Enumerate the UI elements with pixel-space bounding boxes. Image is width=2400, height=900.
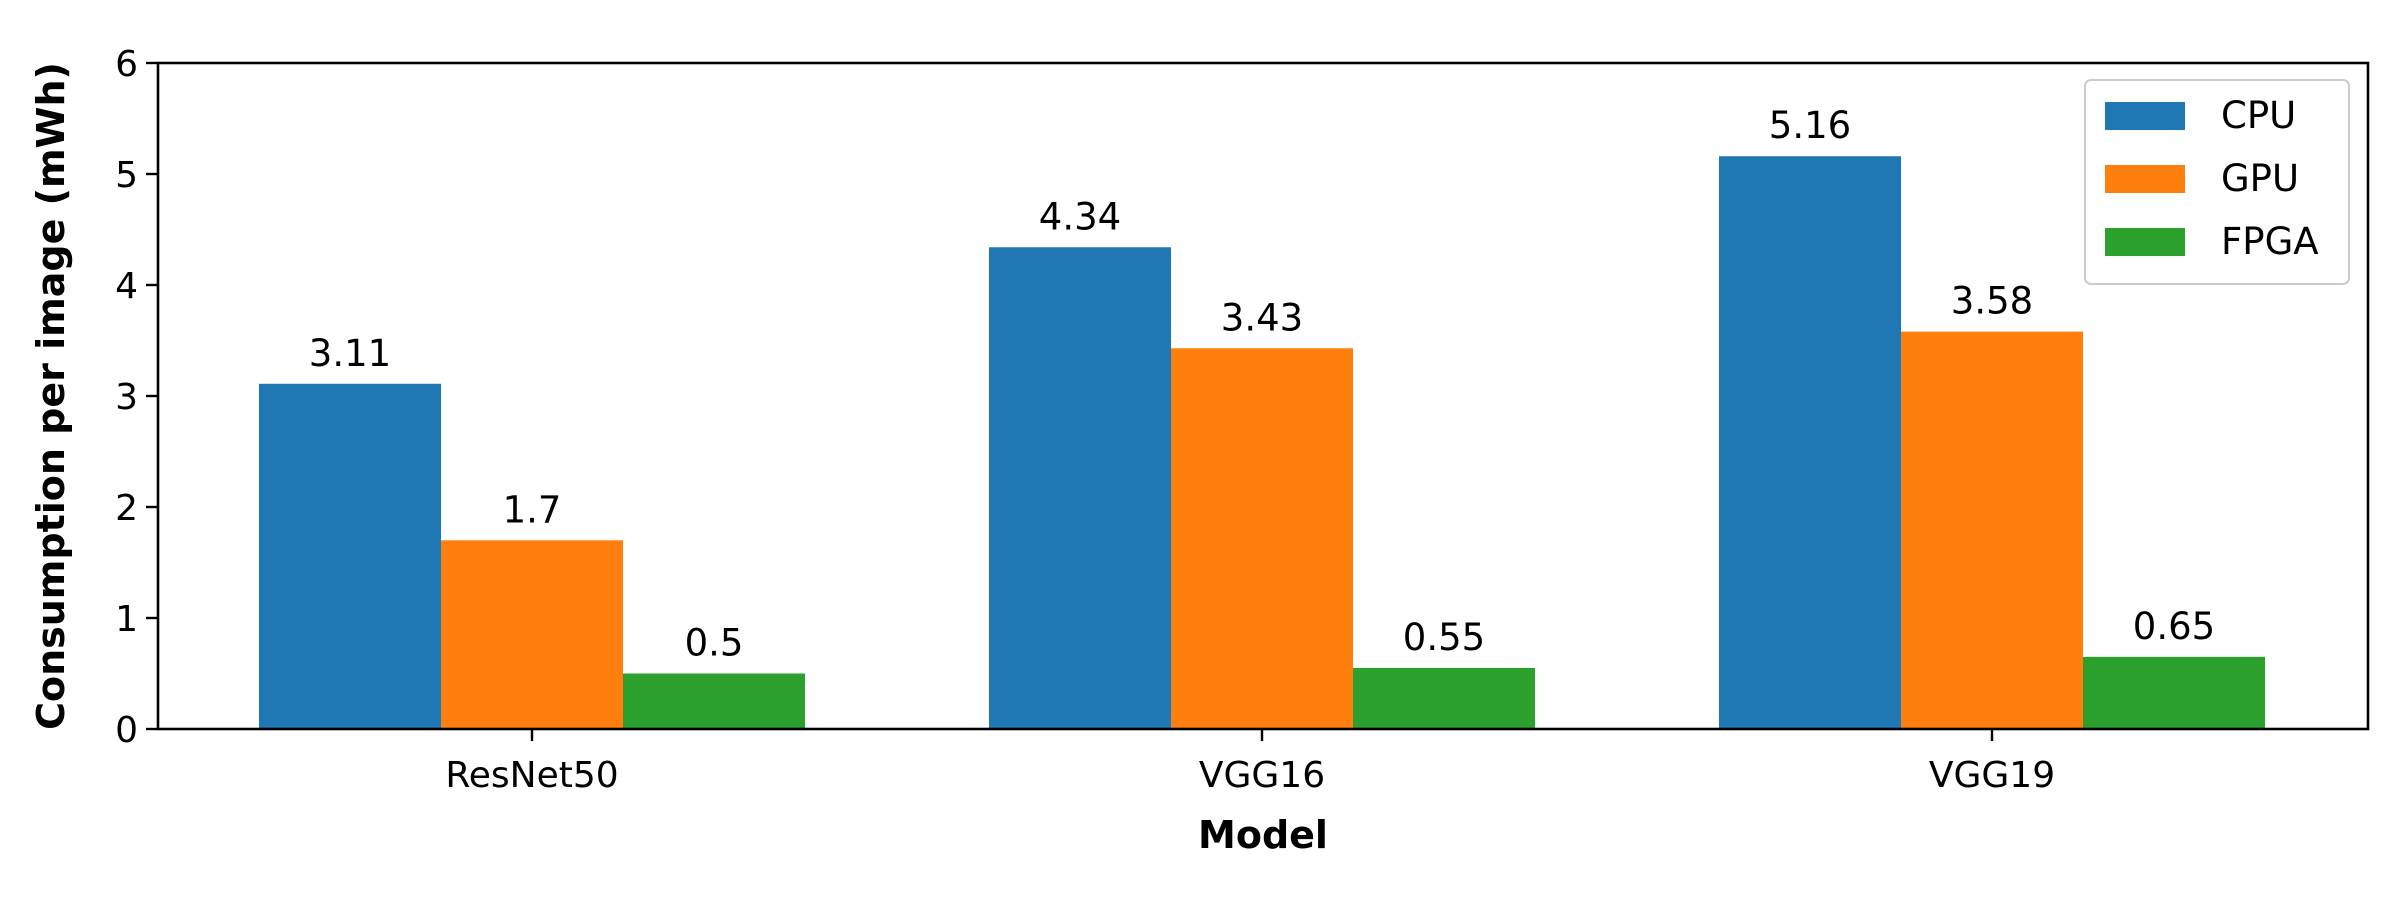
x-tick-label: VGG19 bbox=[1929, 755, 2055, 796]
legend-label-fpga: FPGA bbox=[2221, 220, 2319, 263]
bar-value-label: 0.5 bbox=[685, 622, 744, 665]
y-tick-label: 5 bbox=[115, 155, 138, 196]
legend-swatch-fpga bbox=[2105, 228, 2185, 256]
legend-label-cpu: CPU bbox=[2221, 94, 2296, 137]
y-tick-label: 3 bbox=[115, 377, 138, 418]
y-tick-label: 0 bbox=[115, 710, 138, 751]
bar-gpu-vgg19 bbox=[1901, 331, 2083, 729]
bar-value-label: 3.58 bbox=[1951, 280, 2033, 323]
bar-gpu-resnet50 bbox=[441, 540, 623, 729]
bars-layer bbox=[259, 156, 2265, 730]
bar-value-label: 4.34 bbox=[1039, 195, 1121, 238]
x-axis: ResNet50 VGG16 VGG19 bbox=[445, 729, 2055, 796]
y-tick-label: 6 bbox=[115, 44, 138, 85]
y-axis: 0 1 2 3 4 5 6 bbox=[115, 44, 158, 751]
bar-value-label: 3.11 bbox=[309, 332, 391, 375]
bar-fpga-resnet50 bbox=[623, 673, 805, 729]
bar-cpu-vgg19 bbox=[1719, 156, 1901, 730]
x-tick-label: VGG16 bbox=[1199, 755, 1325, 796]
bar-fpga-vgg16 bbox=[1353, 667, 1535, 729]
bar-gpu-vgg16 bbox=[1171, 348, 1353, 729]
legend-swatch-cpu bbox=[2105, 102, 2185, 130]
bar-value-label: 0.55 bbox=[1403, 616, 1485, 659]
x-tick-label: ResNet50 bbox=[445, 755, 618, 796]
legend: CPU GPU FPGA bbox=[2084, 79, 2350, 285]
legend-swatch-gpu bbox=[2105, 165, 2185, 193]
bar-labels-layer: 3.11 1.7 0.5 4.34 3.43 0.55 5.16 3.58 0.65 bbox=[309, 104, 2215, 664]
bar-cpu-vgg16 bbox=[989, 247, 1171, 729]
x-axis-title: Model bbox=[1198, 813, 1328, 857]
y-tick-label: 4 bbox=[115, 266, 138, 307]
legend-label-gpu: GPU bbox=[2221, 157, 2299, 200]
bar-value-label: 5.16 bbox=[1769, 104, 1851, 147]
bar-fpga-vgg19 bbox=[2083, 656, 2265, 729]
y-tick-label: 1 bbox=[115, 599, 138, 640]
bar-value-label: 0.65 bbox=[2133, 605, 2215, 648]
y-axis-title: Consumption per image (mWh) bbox=[29, 62, 73, 730]
bar-cpu-resnet50 bbox=[259, 383, 441, 729]
bar-value-label: 1.7 bbox=[503, 488, 562, 531]
y-tick-label: 2 bbox=[115, 488, 138, 529]
bar-value-label: 3.43 bbox=[1221, 296, 1303, 339]
